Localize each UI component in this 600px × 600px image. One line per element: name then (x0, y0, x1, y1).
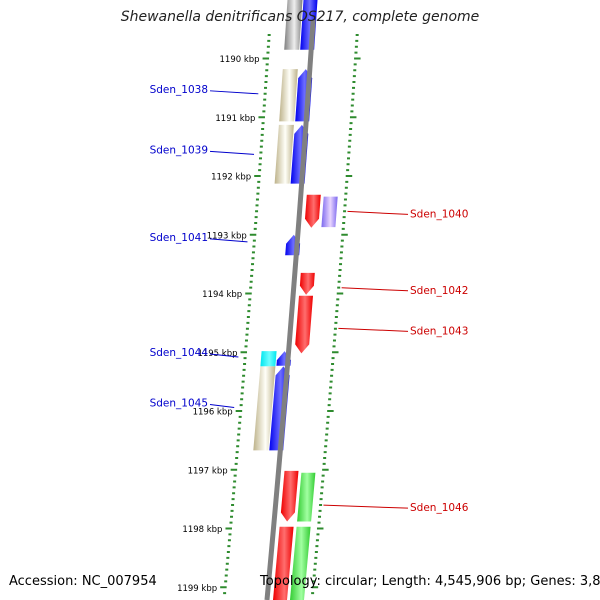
scale-ticks (220, 34, 361, 595)
scale-label: 1197 kbp (188, 466, 228, 476)
scale-label: 1191 kbp (215, 114, 255, 124)
gene-feature-cyan[interactable] (260, 351, 277, 367)
gene-leader-line (341, 287, 409, 292)
gene-feature-red[interactable] (299, 272, 315, 295)
gene-feature-purple[interactable] (321, 196, 338, 228)
scale-label: 1195 kbp (197, 349, 237, 359)
gene-feature-red[interactable] (280, 470, 299, 522)
gene-label-sden_1041[interactable]: Sden_1041 (150, 232, 208, 244)
scale-label: 1196 kbp (193, 408, 233, 418)
gene-feature-green[interactable] (297, 472, 316, 522)
genome-title: Shewanella denitrificans OS217, complete… (120, 9, 480, 25)
scale-label: 1190 kbp (220, 55, 260, 65)
gene-label-sden_1043[interactable]: Sden_1043 (410, 325, 468, 337)
gene-label-sden_1038[interactable]: Sden_1038 (150, 84, 208, 96)
scale-label: 1199 kbp (177, 584, 217, 594)
gene-feature-red[interactable] (305, 194, 321, 228)
accession-text: Accession: NC_007954 (9, 574, 157, 589)
gene-label-sden_1045[interactable]: Sden_1045 (150, 398, 208, 410)
gene-labels: Sden_1038 Sden_1039 Sden_1040 Sden_1041 Sden… (150, 84, 469, 514)
gene-feature-green[interactable] (290, 526, 311, 600)
genome-summary-text: Topology: circular; Length: 4,545,906 bp… (260, 574, 600, 589)
scale-label: 1193 kbp (207, 231, 247, 241)
gene-feature-tan[interactable] (274, 124, 294, 184)
gene-features (253, 0, 338, 600)
gene-leader-line (209, 150, 255, 155)
scale-label: 1194 kbp (202, 290, 242, 300)
genome-backbone (264, 19, 316, 600)
gene-label-sden_1044[interactable]: Sden_1044 (150, 347, 209, 359)
gene-feature-tan[interactable] (279, 69, 298, 122)
gene-leader-line (338, 327, 409, 332)
gene-leader-line (209, 238, 248, 243)
gene-feature-red[interactable] (295, 295, 313, 354)
gene-leader-line (209, 404, 235, 409)
gene-label-sden_1039[interactable]: Sden_1039 (150, 144, 208, 156)
gene-leader-line (323, 504, 409, 509)
gene-leader-line (347, 210, 409, 215)
gene-leader-line (209, 90, 259, 95)
gene-feature-tan[interactable] (253, 366, 276, 451)
gene-label-sden_1046[interactable]: Sden_1046 (410, 502, 469, 514)
gene-label-sden_1042[interactable]: Sden_1042 (410, 285, 468, 297)
scale-label: 1192 kbp (211, 173, 251, 183)
gene-feature-gray[interactable] (284, 0, 303, 50)
gene-label-sden_1040[interactable]: Sden_1040 (410, 208, 468, 220)
scale-labels: 1190 kbp 1191 kbp 1192 kbp 1193 kbp 1194 kbp… (177, 55, 259, 594)
scale-label: 1198 kbp (182, 525, 222, 535)
gene-feature-red[interactable] (273, 526, 294, 600)
gene-leader-line (209, 353, 239, 358)
